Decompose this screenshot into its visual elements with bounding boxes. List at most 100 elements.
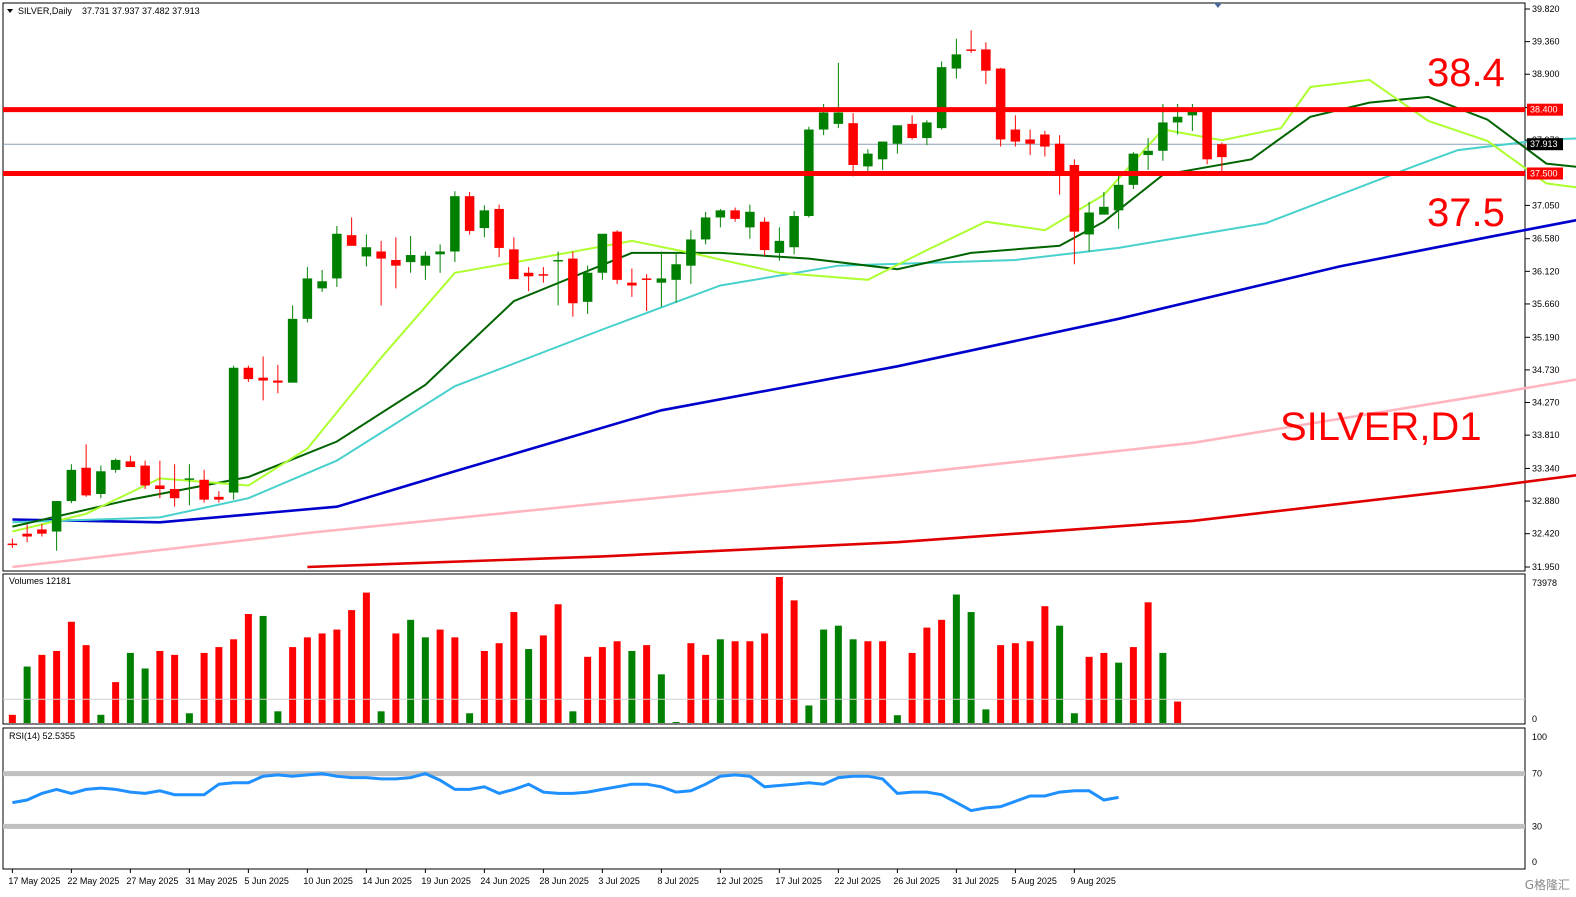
volume-bar: [480, 650, 488, 723]
volume-bar: [348, 610, 356, 723]
candle-bear: [155, 485, 165, 490]
volume-bar: [97, 714, 105, 723]
volume-bar: [1129, 647, 1137, 723]
candle-bull: [597, 233, 608, 273]
price-axis-label: 36.580: [1532, 234, 1560, 244]
rsi-pane[interactable]: [2, 727, 1526, 870]
volume-bar: [200, 652, 208, 723]
candle-bear: [346, 235, 357, 246]
level-price-badge: [1527, 103, 1563, 116]
volume-bar: [318, 633, 326, 723]
candle-bull: [700, 217, 711, 240]
volume-bar: [569, 711, 577, 723]
volume-bar: [495, 643, 503, 723]
volume-bar: [171, 654, 179, 723]
volume-bar: [303, 637, 311, 723]
candle-bull: [317, 281, 327, 289]
volume-bar: [156, 650, 164, 723]
volume-layer: [3, 577, 1525, 723]
price-axis-label: 36.120: [1532, 266, 1560, 276]
volume-bar: [421, 637, 429, 723]
price-pane[interactable]: [2, 2, 1526, 572]
volume-bar: [746, 641, 754, 723]
price-axis-label: 38.900: [1532, 69, 1560, 79]
symbol-label: SILVER,Daily: [18, 6, 72, 16]
date-axis-label: 19 Jun 2025: [421, 876, 471, 886]
moving-average-line: [12, 378, 1576, 569]
candle-bear: [7, 543, 18, 546]
date-axis-label: 5 Jun 2025: [244, 876, 289, 886]
moving-average-line: [307, 474, 1576, 569]
volume-bar: [790, 600, 798, 723]
date-axis-label: 12 Jul 2025: [716, 876, 763, 886]
volume-bar: [1056, 625, 1064, 723]
volume-axis-label: 73978: [1532, 578, 1557, 588]
rsi-line: [12, 772, 1119, 813]
volume-bar: [1011, 643, 1019, 723]
candle-bear: [169, 489, 180, 499]
volume-bar: [731, 641, 739, 723]
candle-bear: [509, 249, 519, 280]
volume-title: Volumes 12181: [9, 576, 71, 586]
candle-bear: [81, 467, 91, 496]
volume-bar: [185, 713, 193, 723]
volume-bar: [244, 613, 252, 723]
price-axis-label: 34.270: [1532, 398, 1560, 408]
candle-bear: [612, 231, 622, 280]
candle-bear: [1025, 139, 1035, 144]
volume-bar: [761, 633, 769, 723]
candle-bull: [1128, 153, 1139, 185]
candle-bear: [494, 208, 504, 248]
chart-shift-marker-icon[interactable]: [1214, 3, 1222, 8]
candle-bear: [243, 367, 254, 380]
volume-bar: [1100, 652, 1108, 723]
price-axis-label: 37.050: [1532, 200, 1560, 210]
candle-bull: [332, 233, 342, 279]
rsi-layer: [3, 771, 1525, 829]
level-price-badge-label: 37.500: [1530, 168, 1558, 178]
date-axis-label: 22 Jul 2025: [834, 876, 881, 886]
volume-bar: [938, 619, 946, 723]
volume-bar: [716, 639, 724, 723]
candle-bull: [1187, 111, 1198, 116]
candle-bull: [833, 112, 844, 124]
candle-bear: [848, 123, 858, 165]
date-axis-label: 31 May 2025: [185, 876, 237, 886]
price-axis-label: 34.730: [1532, 365, 1560, 375]
candle-bear: [140, 465, 150, 486]
price-axis-label: 33.810: [1532, 430, 1560, 440]
candle-bull: [66, 469, 77, 502]
date-axis-label: 17 Jul 2025: [775, 876, 822, 886]
volume-bar: [687, 643, 695, 723]
date-axis-label: 31 Jul 2025: [952, 876, 999, 886]
volume-pane[interactable]: [2, 573, 1526, 725]
candle-bull: [774, 240, 785, 253]
candle-bull: [287, 318, 298, 383]
price-axis-label: 39.360: [1532, 37, 1560, 47]
volume-bar: [1085, 656, 1093, 723]
volume-bar: [362, 592, 370, 723]
date-axis-label: 10 Jun 2025: [303, 876, 353, 886]
candle-bull: [892, 125, 903, 144]
candle-bull: [818, 112, 829, 130]
dropdown-triangle-icon[interactable]: [7, 9, 13, 13]
volume-bar: [1041, 606, 1049, 723]
candle-bull: [110, 459, 121, 470]
candle-bear: [568, 258, 578, 304]
volume-bar: [67, 621, 75, 723]
volume-bar: [805, 705, 813, 723]
price-axis-label: 33.340: [1532, 463, 1560, 473]
price-layer: [3, 30, 1576, 569]
candle-bear: [1010, 129, 1021, 142]
candle-bull: [656, 278, 667, 283]
candle-bull: [877, 141, 888, 160]
volume-bar: [598, 647, 606, 723]
lower-level-annotation: 37.5: [1427, 191, 1505, 235]
candle-bear: [995, 68, 1006, 140]
level-price-badge: [1527, 167, 1563, 180]
volume-bar: [451, 637, 459, 723]
volume-bar: [834, 625, 842, 723]
volume-bar: [952, 594, 960, 723]
candle-bear: [523, 272, 534, 277]
